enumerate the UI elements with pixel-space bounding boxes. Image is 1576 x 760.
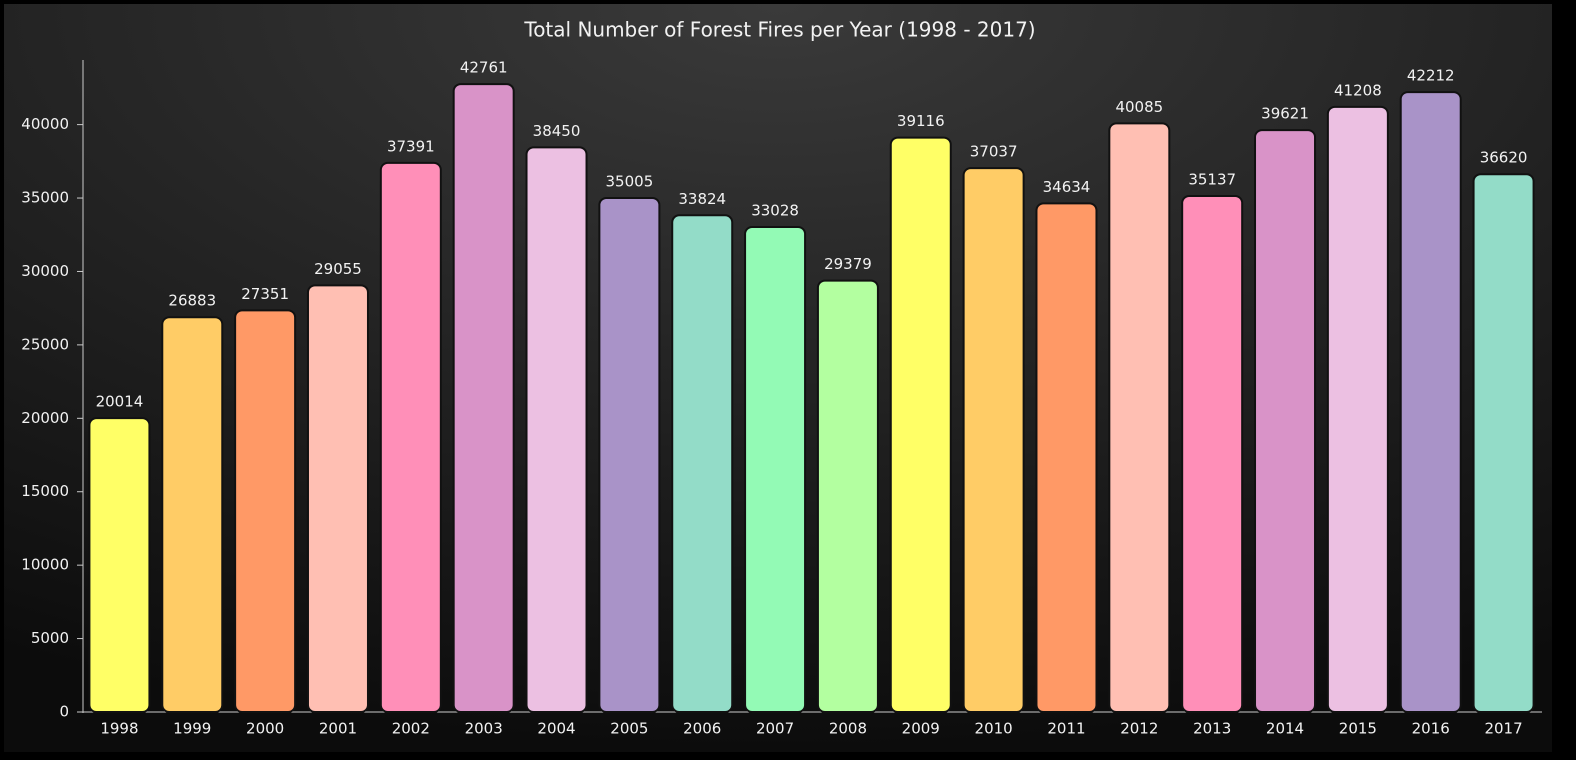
chart-title: Total Number of Forest Fires per Year (1… [523,18,1035,42]
bar [598,196,661,714]
x-tick-label: 2016 [1412,720,1450,738]
bar [1108,122,1171,713]
x-tick-label: 2007 [756,720,794,738]
value-label: 37037 [970,143,1018,161]
bar [306,284,369,713]
x-tick-label: 2011 [1047,720,1085,738]
value-label: 42212 [1407,67,1455,85]
x-tick-label: 2014 [1266,720,1304,738]
value-label: 40085 [1115,98,1163,116]
y-tick-label: 40000 [21,115,69,133]
value-label: 35137 [1188,171,1236,189]
bar [1254,129,1317,713]
bar [1181,195,1244,713]
x-tick-label: 1998 [100,720,138,738]
x-tick-label: 2017 [1484,720,1522,738]
bar [1035,202,1098,713]
x-tick-label: 2015 [1339,720,1377,738]
bar [962,167,1025,713]
value-label: 33028 [751,201,799,219]
y-tick-label: 30000 [21,262,69,280]
value-label: 34634 [1043,178,1091,196]
value-label: 39116 [897,112,945,130]
bar [161,316,224,713]
value-label: 26883 [168,292,216,310]
bar [525,146,588,713]
bar [234,309,297,713]
y-tick-label: 10000 [21,556,69,574]
y-tick-label: 20000 [21,409,69,427]
bar [1472,173,1535,714]
value-label: 35005 [606,172,654,190]
value-label: 29379 [824,255,872,273]
x-tick-label: 2013 [1193,720,1231,738]
bar [379,161,442,714]
x-tick-label: 2006 [683,720,721,738]
x-tick-label: 2002 [392,720,430,738]
value-label: 42761 [460,59,508,77]
value-label: 39621 [1261,105,1309,123]
x-tick-label: 2012 [1120,720,1158,738]
x-tick-label: 2005 [610,720,648,738]
value-label: 29055 [314,260,362,278]
y-tick-label: 15000 [21,482,69,500]
value-label: 20014 [96,393,144,411]
value-label: 27351 [241,285,289,303]
x-tick-label: 1999 [173,720,211,738]
y-tick-label: 25000 [21,335,69,353]
value-label: 33824 [678,190,726,208]
bar [744,225,807,713]
bar [1326,105,1389,713]
value-label: 36620 [1480,149,1528,167]
bar [452,83,515,714]
x-tick-label: 2000 [246,720,284,738]
bar [816,279,879,713]
value-label: 38450 [533,122,581,140]
x-tick-label: 2001 [319,720,357,738]
bar [671,214,734,713]
y-tick-label: 0 [59,703,69,721]
y-tick-label: 35000 [21,189,69,207]
bar [889,136,952,713]
bar [88,417,151,713]
x-tick-label: 2010 [975,720,1013,738]
y-tick-label: 5000 [31,629,69,647]
x-tick-label: 2008 [829,720,867,738]
value-label: 37391 [387,137,435,155]
x-tick-label: 2004 [537,720,575,738]
x-tick-label: 2003 [465,720,503,738]
x-tick-label: 2009 [902,720,940,738]
bar [1399,91,1462,714]
value-label: 41208 [1334,81,1382,99]
